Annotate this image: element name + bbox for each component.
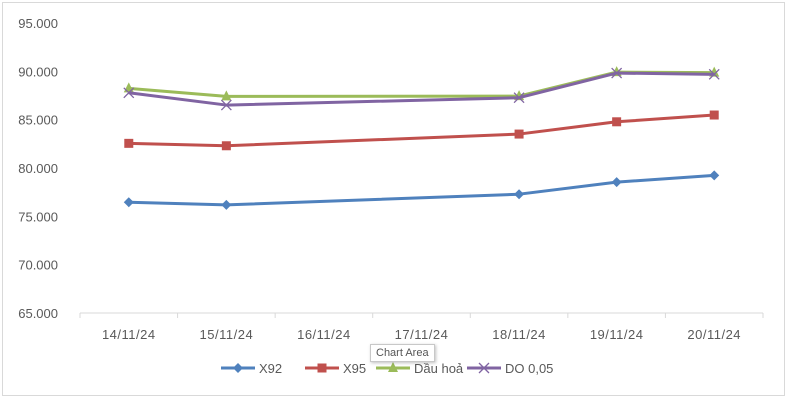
- data-point-1: [221, 141, 231, 151]
- x-tick-label: 19/11/24: [590, 327, 644, 342]
- data-point-3: [513, 92, 525, 104]
- data-point-0: [514, 189, 525, 200]
- data-point-3: [611, 67, 623, 79]
- legend-marker-0: [233, 363, 243, 373]
- legend-label: DO 0,05: [505, 361, 553, 376]
- y-tick-label: 70.000: [18, 258, 58, 273]
- x-tick-label: 16/11/24: [297, 327, 351, 342]
- data-point-2: [221, 90, 232, 101]
- legend-label: X92: [259, 361, 282, 376]
- x-tick-label: 15/11/24: [200, 327, 254, 342]
- series-line-1: [128, 113, 715, 148]
- data-point-0: [709, 170, 720, 181]
- y-tick-label: 95.000: [18, 16, 58, 31]
- chart-border: [2, 2, 785, 396]
- x-tick-label: 17/11/24: [395, 327, 449, 342]
- data-point-0: [611, 177, 622, 188]
- x-tick-label: 14/11/24: [102, 327, 156, 342]
- data-point-0: [123, 197, 134, 208]
- legend-marker-2: [388, 362, 398, 372]
- y-tick-label: 75.000: [18, 209, 58, 224]
- legend-label: Dầu hoả: [414, 361, 464, 376]
- data-point-3: [220, 99, 232, 111]
- legend-marker-3: [478, 362, 490, 374]
- x-tick-label: 18/11/24: [492, 327, 546, 342]
- legend-marker-1: [317, 363, 327, 373]
- data-point-3: [123, 87, 135, 99]
- x-tick-label: 20/11/24: [687, 327, 741, 342]
- y-tick-label: 90.000: [18, 64, 58, 79]
- y-tick-label: 85.000: [18, 113, 58, 128]
- series-line-3: [128, 71, 715, 107]
- data-point-3: [708, 68, 720, 80]
- legend-label: X95: [343, 361, 366, 376]
- data-point-1: [709, 110, 719, 120]
- data-point-1: [124, 138, 134, 148]
- y-tick-label: 65.000: [18, 306, 58, 321]
- data-point-0: [221, 199, 232, 210]
- data-point-1: [514, 129, 524, 139]
- series-line-2: [128, 70, 715, 98]
- y-tick-label: 80.000: [18, 161, 58, 176]
- chart-area-tooltip: Chart Area: [370, 344, 435, 362]
- data-point-1: [612, 117, 622, 127]
- series-line-0: [128, 173, 715, 207]
